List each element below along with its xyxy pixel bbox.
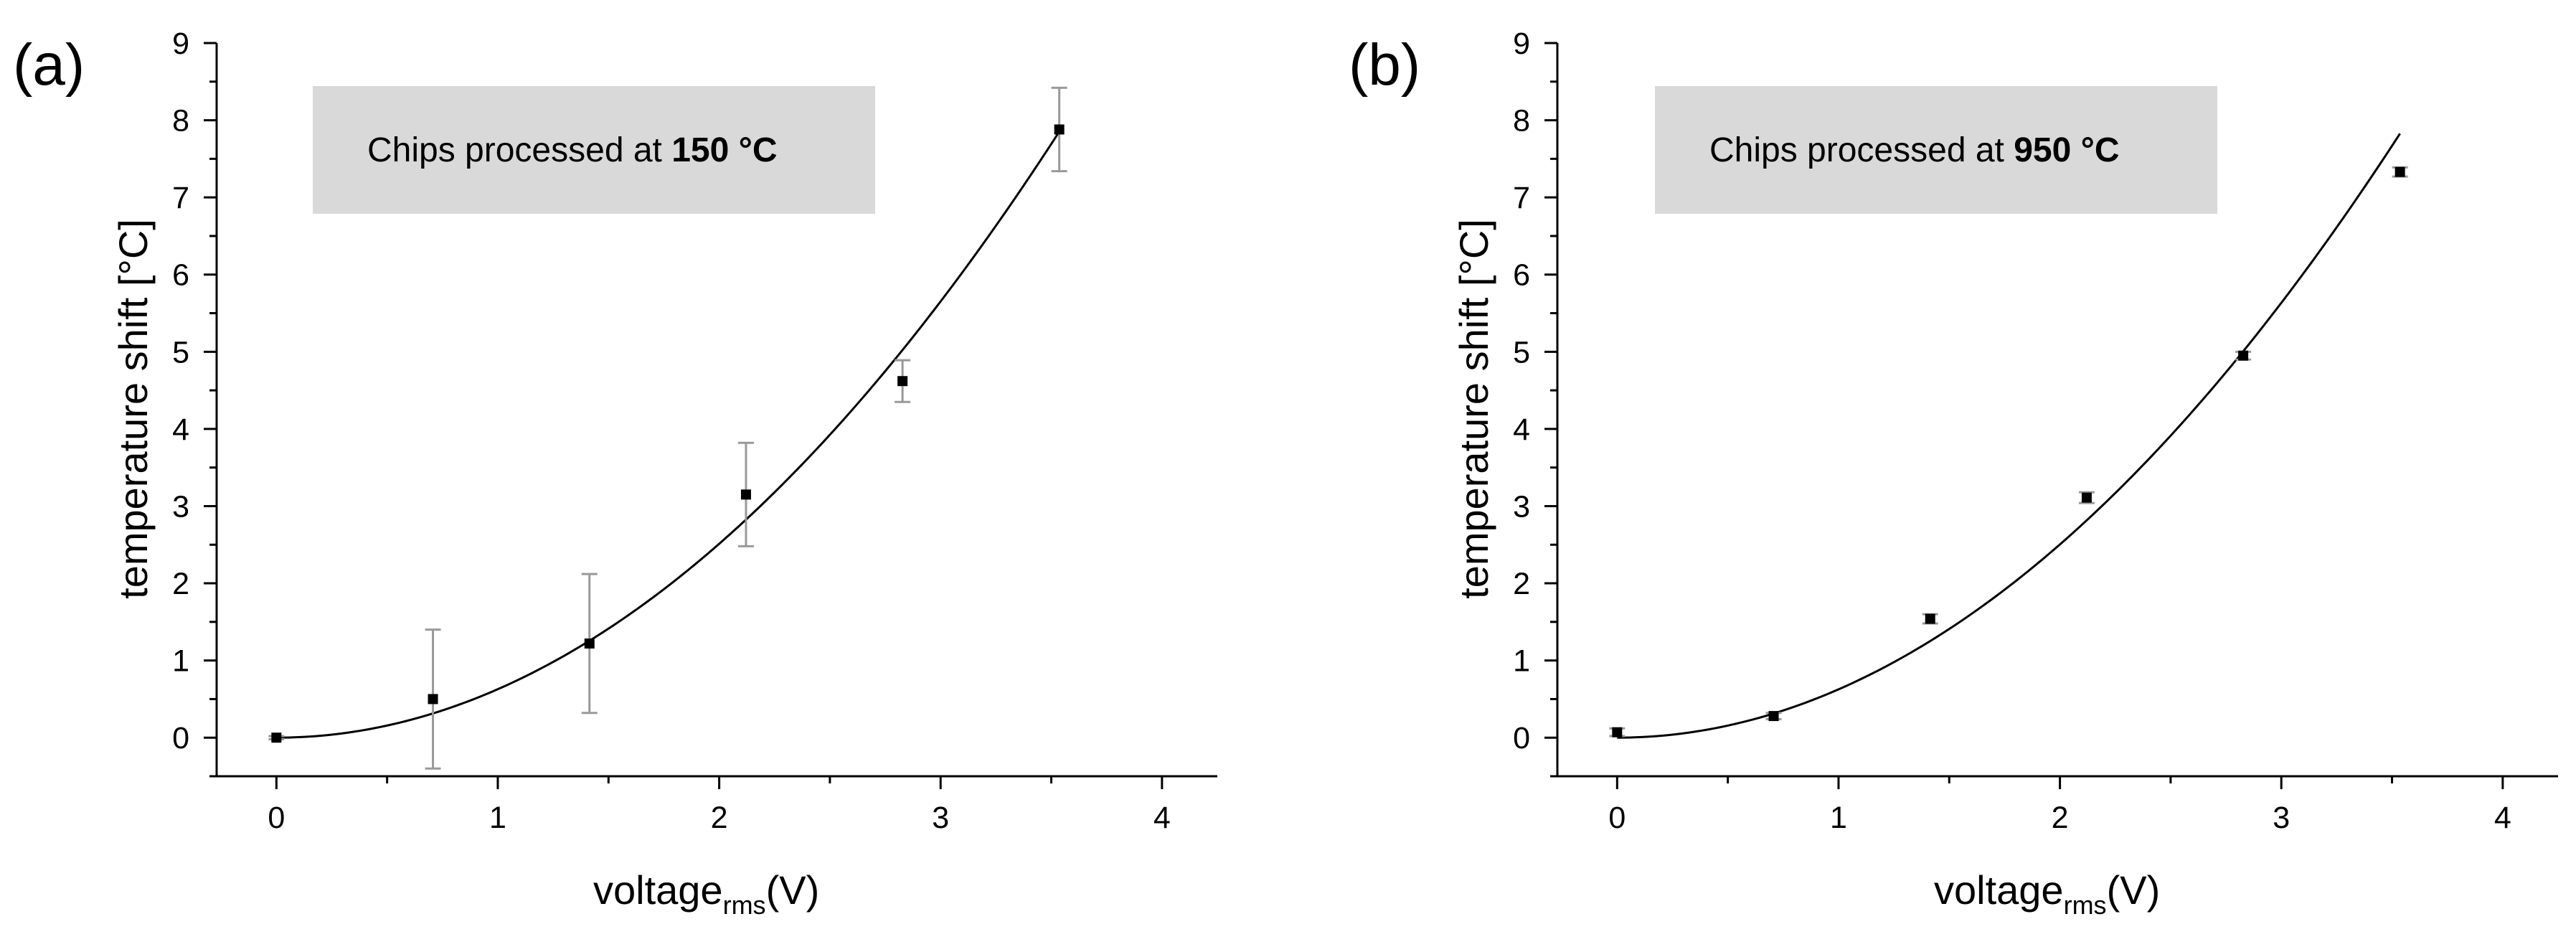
panel-label: (b): [1349, 32, 1420, 98]
x-axis-title-main: voltage: [593, 867, 723, 913]
data-point: [1609, 727, 1626, 738]
data-point: [1765, 711, 1782, 722]
x-tick-label: 1: [489, 801, 506, 835]
y-tick-label: 0: [1513, 721, 1530, 755]
data-marker: [584, 638, 595, 649]
data-marker: [1768, 711, 1779, 722]
x-tick-label: 4: [1153, 801, 1171, 835]
fit-curve: [276, 131, 1060, 739]
annotation-box: [313, 86, 875, 214]
data-marker: [1925, 613, 1935, 624]
x-axis-title-unit: (V): [766, 867, 820, 913]
y-tick-label: 0: [172, 721, 189, 755]
x-tick-label: 2: [711, 801, 728, 835]
x-axis-title: voltagerms(V): [1934, 867, 2160, 920]
data-marker: [897, 376, 908, 387]
fit-curve: [1617, 133, 2401, 739]
annotation-label: Chips processed at 950 °C: [1709, 131, 2120, 169]
y-tick-label: 1: [172, 644, 189, 679]
x-axis-title-unit: (V): [2107, 867, 2161, 913]
data-point: [2078, 491, 2095, 504]
data-marker: [428, 694, 438, 705]
data-marker: [271, 732, 282, 743]
y-tick-label: 4: [1513, 413, 1530, 447]
y-tick-label: 8: [1513, 104, 1530, 138]
annotation-temperature: 950 °C: [2014, 131, 2119, 169]
y-tick-label: 6: [172, 258, 189, 293]
data-point: [737, 441, 754, 547]
data-marker: [1054, 124, 1065, 135]
y-tick-label: 5: [1513, 335, 1530, 369]
data-point: [268, 732, 285, 743]
panel-label: (a): [13, 32, 85, 98]
y-axis-title: temperature shift [°C]: [110, 219, 156, 599]
chart-panel-a: Chips processed at 150 °C 0 1 2 3 4 5 6 7 8 9 0 1 2 3 4…: [13, 27, 1217, 920]
annotation-temperature: 150 °C: [671, 131, 777, 169]
data-point: [1051, 86, 1067, 173]
chart-panel-b: Chips processed at 950 °C 0 1 2 3 4 5 6 7 8 9 0 1 2 3 4…: [1349, 27, 2558, 920]
x-axis-title-subscript: rms: [723, 890, 766, 920]
data-marker: [1612, 727, 1623, 738]
x-tick-label: 0: [268, 801, 285, 835]
data-marker: [2238, 350, 2249, 361]
data-marker: [2395, 166, 2405, 177]
data-marker: [740, 489, 751, 500]
data-point: [1922, 613, 1938, 625]
y-tick-label: 1: [1513, 644, 1530, 679]
x-tick-label: 4: [2494, 801, 2511, 835]
annotation-label: Chips processed at 150 °C: [367, 131, 778, 169]
x-tick-label: 3: [932, 801, 949, 835]
x-tick-label: 3: [2273, 801, 2290, 835]
y-tick-label: 5: [172, 335, 189, 369]
x-axis-title: voltagerms(V): [593, 867, 819, 920]
data-point: [2235, 350, 2252, 361]
data-point: [2392, 166, 2408, 178]
y-tick-label: 7: [172, 181, 189, 215]
y-tick-label: 3: [1513, 489, 1530, 524]
y-tick-label: 9: [1513, 27, 1530, 61]
x-tick-label: 2: [2052, 801, 2069, 835]
y-tick-label: 2: [1513, 567, 1530, 601]
y-tick-label: 8: [172, 104, 189, 138]
data-marker: [2081, 492, 2092, 503]
annotation-text-part: Chips processed at: [1709, 131, 2014, 169]
y-tick-label: 4: [172, 413, 189, 447]
data-point: [581, 573, 598, 715]
x-axis-title-subscript: rms: [2064, 890, 2107, 920]
y-tick-label: 9: [172, 27, 189, 61]
x-tick-label: 0: [1608, 801, 1626, 835]
x-axis-title-main: voltage: [1934, 867, 2064, 913]
data-point: [895, 359, 911, 403]
y-tick-label: 3: [172, 489, 189, 524]
annotation-box: [1655, 86, 2217, 214]
y-axis-title: temperature shift [°C]: [1451, 219, 1496, 599]
y-tick-label: 2: [172, 567, 189, 601]
x-tick-label: 1: [1830, 801, 1847, 835]
y-tick-label: 6: [1513, 258, 1530, 293]
y-tick-label: 7: [1513, 181, 1530, 215]
data-point: [425, 628, 441, 770]
annotation-text-part: Chips processed at: [367, 131, 671, 169]
